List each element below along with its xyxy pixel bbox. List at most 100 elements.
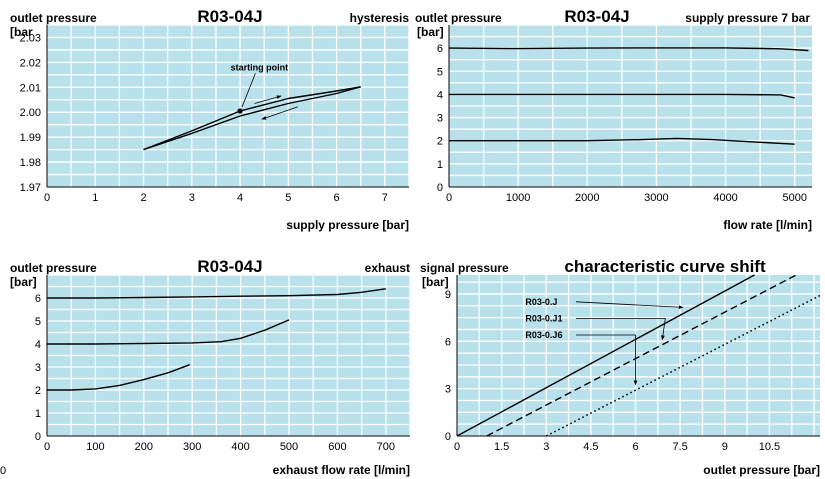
x-tick-label: 4.5: [583, 441, 598, 453]
x-tick-label: 700: [377, 441, 395, 453]
chart-2-title: R03-04J: [564, 7, 629, 26]
y-tick-label: 4: [35, 339, 41, 351]
direction-arrow: [254, 95, 282, 104]
chart-1-note: hysteresis: [350, 11, 410, 25]
y-tick-label: 2.00: [20, 107, 41, 119]
y-tick-label: 1: [437, 159, 443, 171]
x-tick-label: 0: [44, 441, 50, 453]
x-tick-label: 400: [231, 441, 249, 453]
y-tick-label: 5: [35, 316, 41, 328]
y-tick-label: 5: [437, 66, 443, 78]
chart-shift-texts: signal pressure [bar] characteristic cur…: [420, 257, 820, 477]
series-line-3: [545, 294, 821, 437]
series-line-1: [47, 288, 386, 299]
chart-exhaust-texts: outlet pressure [bar] R03-04J exhaust ex…: [10, 257, 410, 477]
x-tick-label: 10.5: [759, 441, 780, 453]
x-tick-label: 7: [382, 192, 388, 204]
x-tick-label: 3: [189, 192, 195, 204]
x-tick-label: 300: [183, 441, 201, 453]
x-tick-label: 500: [280, 441, 298, 453]
chart-hysteresis-texts: outlet pressure [bar R03-04J hysteresis …: [10, 7, 409, 232]
x-tick-label: 100: [86, 441, 104, 453]
chart-2-note: supply pressure 7 bar: [685, 11, 810, 25]
chart-3: 0 100 200 300 400 500 600 700 0 1 2 3 4 5 6: [35, 274, 411, 453]
legend-label: R03-0.J6: [525, 330, 562, 340]
x-tick-label: 600: [328, 441, 346, 453]
x-tick-label: 5000: [782, 192, 806, 204]
x-tick-label: 0: [454, 441, 460, 453]
footer-mark: 0: [0, 465, 6, 477]
y-tick-label: 2: [437, 136, 443, 148]
legend-leader: [575, 301, 684, 310]
legend-leader: [576, 334, 638, 386]
x-tick-label: 9: [722, 441, 728, 453]
chart-1: 0 1 2 3 4 5 6 7 1.97 1.98 1.99 2.00 2.01 2.02 2.03 star…: [20, 24, 410, 204]
y-tick-label: 6: [437, 43, 443, 55]
chart-3-yunit: [bar]: [10, 275, 37, 289]
chart-2-yunit: [bar]: [417, 25, 444, 39]
y-tick-label: 1.98: [20, 157, 41, 169]
chart-3-title: R03-04J: [197, 257, 262, 276]
annotation-leader: [241, 73, 256, 108]
y-tick-label: 1: [35, 408, 41, 420]
x-tick-label: 4000: [713, 192, 737, 204]
chart-1-title: R03-04J: [197, 7, 262, 26]
y-tick-label: 0: [35, 431, 41, 443]
x-tick-label: 6: [632, 441, 638, 453]
y-tick-label: 0: [445, 431, 451, 443]
y-tick-label: 1.97: [20, 182, 41, 194]
series-line-2: [486, 274, 797, 437]
chart-1-ylabel: outlet pressure: [10, 11, 97, 25]
series-line-1: [448, 47, 809, 52]
x-tick-label: 0: [44, 192, 50, 204]
annotation-label: starting point: [231, 62, 289, 72]
x-tick-label: 6: [334, 192, 340, 204]
y-tick-label: 2.03: [20, 32, 41, 44]
chart-3-note: exhaust: [365, 261, 410, 275]
y-tick-label: 6: [445, 336, 451, 348]
y-tick-label: 2.01: [20, 82, 41, 94]
x-tick-label: 0: [446, 192, 452, 204]
x-tick-label: 5: [285, 192, 291, 204]
chart-4: 0 1.5 3 4.5 6 7.5 9 10.5 0 3 6 9 R03-0.J R03-0.J1 R03-…: [445, 274, 821, 453]
chart-flow-texts: outlet pressure [bar] R03-04J supply pre…: [415, 7, 812, 232]
y-tick-label: 3: [445, 384, 451, 396]
chart-3-ylabel: outlet pressure: [10, 261, 97, 275]
x-tick-label: 4: [237, 192, 243, 204]
y-tick-label: 9: [445, 289, 451, 301]
y-tick-label: 2.02: [20, 57, 41, 69]
series-line-3: [449, 137, 795, 145]
x-tick-label: 3: [543, 441, 549, 453]
legend-label: R03-0.J1: [525, 313, 562, 323]
grid: [46, 24, 410, 188]
series-line-2: [449, 93, 795, 99]
grid: [46, 274, 411, 437]
plot-area: [47, 25, 409, 187]
x-tick-label: 3000: [644, 192, 668, 204]
series-line-1: [456, 274, 755, 437]
x-tick-label: 7.5: [673, 441, 688, 453]
legend-leader: [576, 318, 666, 341]
chart-1-yunit: [bar: [10, 25, 33, 39]
series-line-3: [47, 364, 191, 391]
chart-4-yunit: [bar]: [422, 275, 449, 289]
chart-2-xlabel: flow rate [l/min]: [723, 218, 812, 232]
legend-label: R03-0.J: [525, 297, 557, 307]
series-line-1: [143, 86, 361, 151]
chart-4-title: characteristic curve shift: [564, 257, 766, 276]
chart-1-xlabel: supply pressure [bar]: [286, 218, 409, 232]
y-tick-label: 1.99: [20, 132, 41, 144]
chart-4-xlabel: outlet pressure [bar]: [703, 463, 820, 477]
chart-2: 0 1000 2000 3000 4000 5000 0 1 2 3 4 5 6: [437, 24, 812, 204]
starting-point-marker: [237, 108, 243, 114]
plot-area: [457, 275, 820, 436]
x-tick-label: 200: [135, 441, 153, 453]
y-tick-label: 4: [437, 89, 443, 101]
series-line-2: [47, 319, 290, 345]
y-tick-label: 3: [437, 113, 443, 125]
x-tick-label: 1: [92, 192, 98, 204]
x-tick-label: 1000: [506, 192, 530, 204]
x-tick-label: 2000: [575, 192, 599, 204]
y-tick-label: 6: [35, 293, 41, 305]
y-tick-label: 2: [35, 385, 41, 397]
